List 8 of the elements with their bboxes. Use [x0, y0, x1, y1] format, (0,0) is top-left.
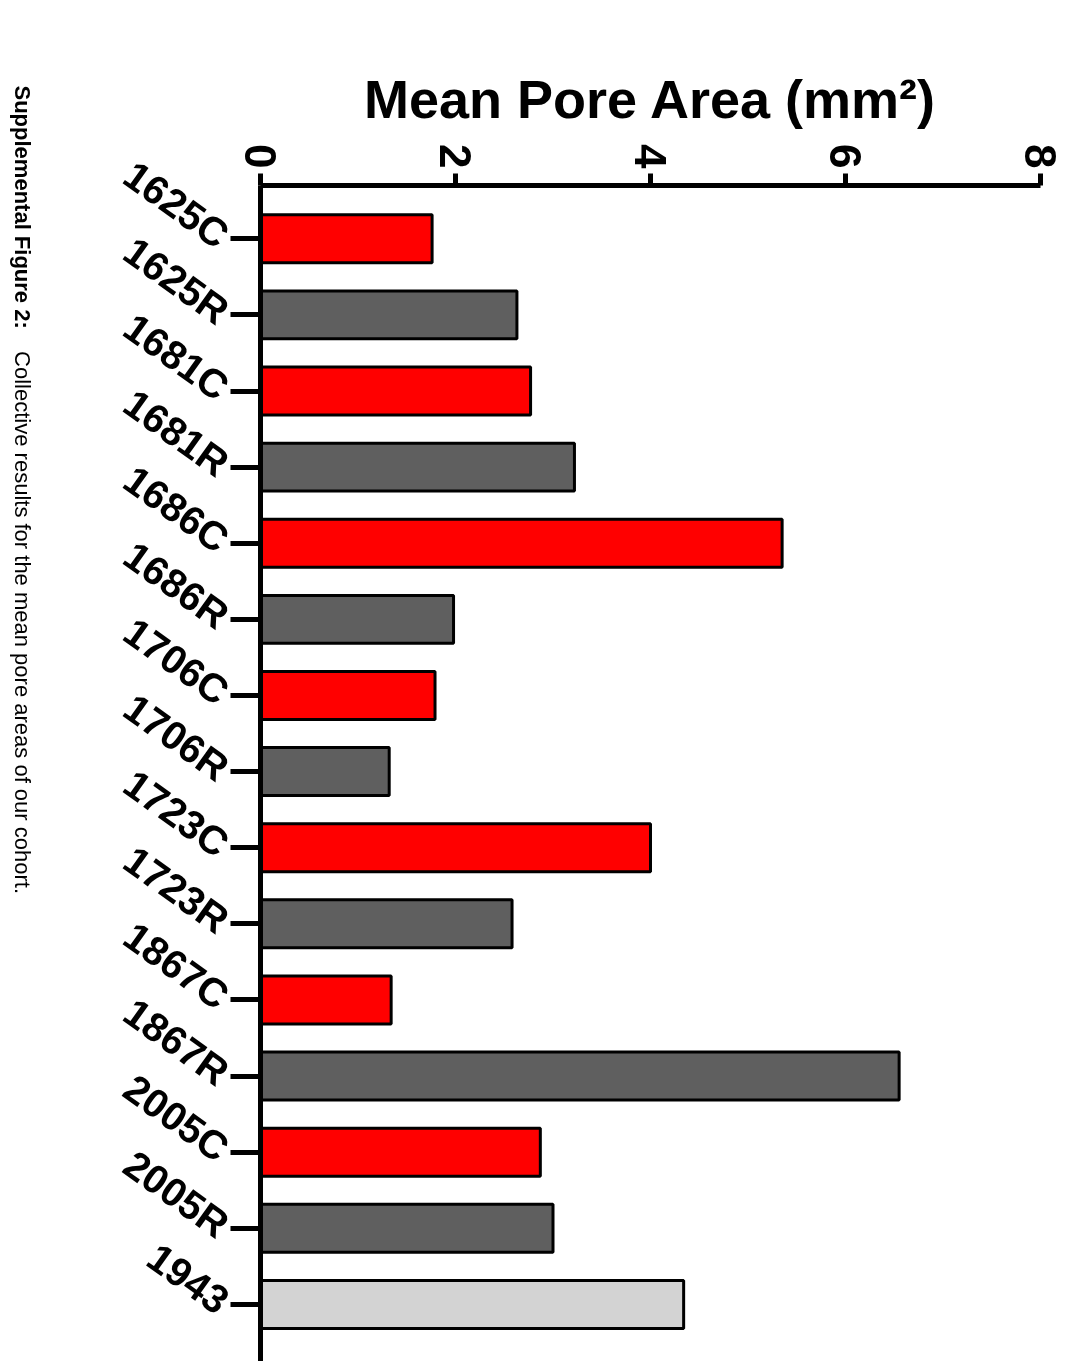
x-tick-label: 4 [626, 144, 675, 170]
x-axis-title: Mean Pore Area (mm²) [363, 69, 936, 130]
x-tick-label: 8 [1016, 144, 1065, 169]
text: Supplemental Figure 2: [9, 85, 35, 329]
text: Collective results for the mean pore areas of our cohort. [9, 351, 35, 895]
x-tick-label: 2 [431, 144, 480, 169]
x-tick-label: 6 [821, 144, 870, 169]
x-tick-label: 0 [236, 144, 285, 169]
